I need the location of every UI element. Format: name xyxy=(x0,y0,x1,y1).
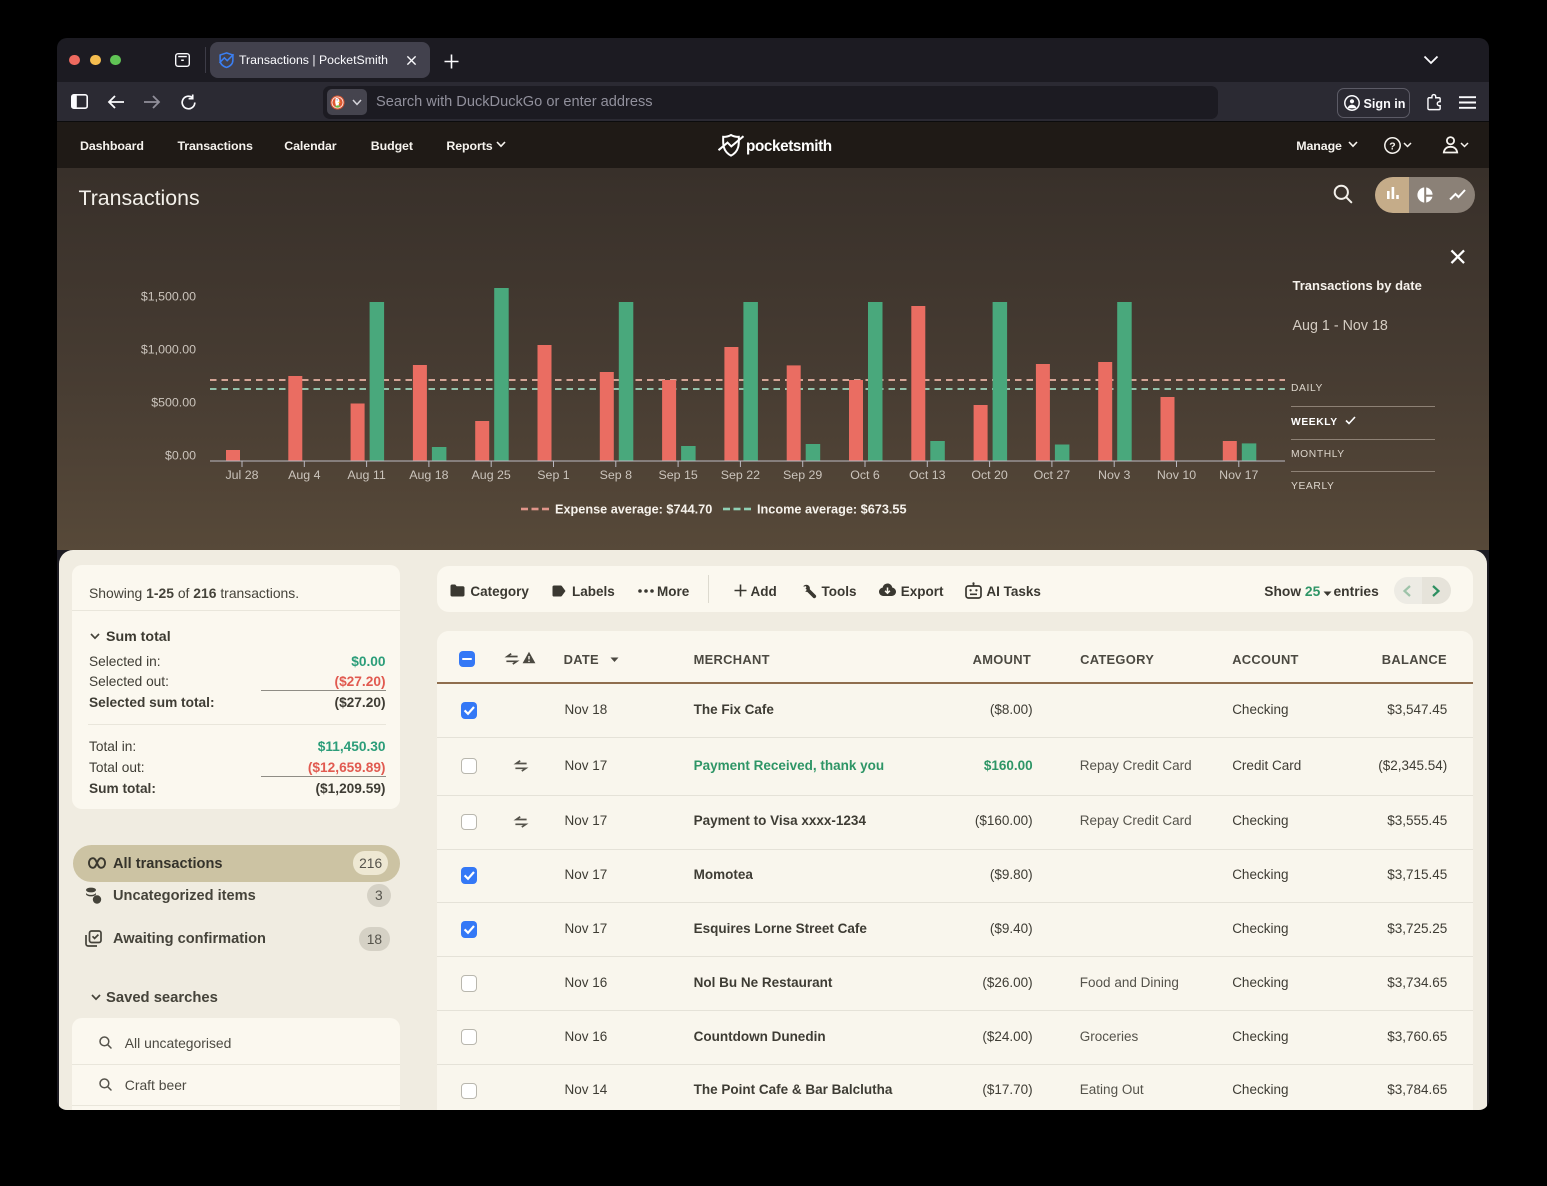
svg-text:Sep 22: Sep 22 xyxy=(721,468,760,482)
svg-text:Aug 4: Aug 4 xyxy=(288,468,320,482)
svg-text:Nov 3: Nov 3 xyxy=(1098,468,1130,482)
svg-text:Expense average: $744.70: Expense average: $744.70 xyxy=(555,503,712,517)
svg-text:Oct 6: Oct 6 xyxy=(850,468,880,482)
svg-text:Sep 29: Sep 29 xyxy=(783,468,822,482)
svg-text:Nov 10: Nov 10 xyxy=(1157,468,1196,482)
svg-text:Aug 18: Aug 18 xyxy=(409,468,448,482)
svg-text:Income average: $673.55: Income average: $673.55 xyxy=(757,503,907,517)
svg-text:$500.00: $500.00 xyxy=(151,396,196,410)
svg-text:$1,500.00: $1,500.00 xyxy=(141,290,196,304)
svg-text:Sep 1: Sep 1 xyxy=(537,468,569,482)
svg-text:$1,000.00: $1,000.00 xyxy=(141,343,196,357)
svg-text:Sep 15: Sep 15 xyxy=(658,468,697,482)
svg-text:Oct 27: Oct 27 xyxy=(1034,468,1071,482)
svg-text:Oct 20: Oct 20 xyxy=(971,468,1008,482)
svg-text:Aug 11: Aug 11 xyxy=(347,468,385,482)
svg-text:Sep 8: Sep 8 xyxy=(600,468,632,482)
svg-text:?: ? xyxy=(1389,140,1395,152)
svg-text:Aug 25: Aug 25 xyxy=(472,468,511,482)
svg-text:Jul 28: Jul 28 xyxy=(225,468,258,482)
svg-text:$0.00: $0.00 xyxy=(165,449,196,463)
svg-text:Nov 17: Nov 17 xyxy=(1219,468,1258,482)
svg-text:Oct 13: Oct 13 xyxy=(909,468,946,482)
